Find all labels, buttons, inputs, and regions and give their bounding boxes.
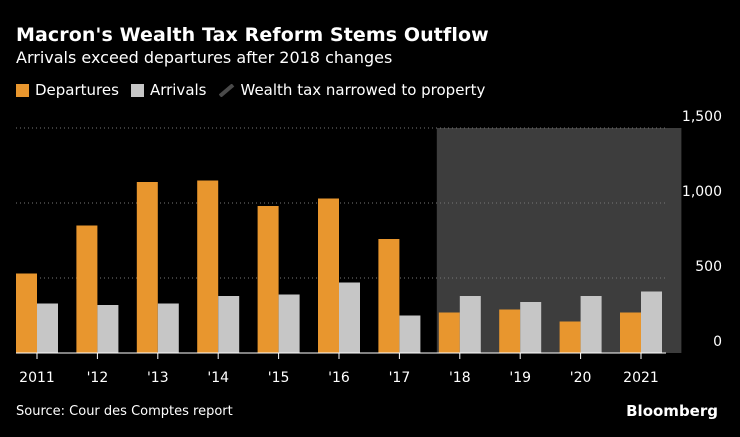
x-tick-label-9: '20 <box>570 370 592 386</box>
bar-arrivals-0 <box>37 303 58 353</box>
legend-swatch-shade <box>218 83 234 97</box>
legend-swatch-arrivals <box>130 83 144 97</box>
legend-swatch-departures <box>16 83 29 97</box>
bar-departures-3 <box>197 180 219 353</box>
bar-departures-10 <box>620 312 641 353</box>
y-tick-label-1000: 1,000 <box>682 184 722 200</box>
bar-arrivals-6 <box>399 315 421 353</box>
x-tick-label-0: 2011 <box>19 370 55 386</box>
x-tick-label-5: '16 <box>328 370 350 386</box>
x-tick-label-3: '14 <box>207 370 229 386</box>
x-tick-label-1: '12 <box>87 370 109 386</box>
x-tick-label-7: '18 <box>449 370 471 386</box>
chart-title: Macron's Wealth Tax Reform Stems Outflow <box>16 24 489 46</box>
y-tick-label-500: 500 <box>695 259 722 275</box>
bar-arrivals-2 <box>157 303 179 353</box>
x-tick-label-8: '19 <box>509 370 531 386</box>
bar-departures-5 <box>318 198 339 353</box>
bar-departures-9 <box>559 321 581 353</box>
legend-label-shade: Wealth tax narrowed to property <box>240 81 486 99</box>
bar-arrivals-9 <box>580 296 602 353</box>
bar-arrivals-1 <box>97 305 119 353</box>
x-tick-label-10: 2021 <box>623 370 659 386</box>
legend-label-departures: Departures <box>35 81 119 99</box>
y-tick-label-0: 0 <box>713 334 722 350</box>
legend: Departures Arrivals Wealth tax narrowed … <box>16 80 497 100</box>
bar-arrivals-5 <box>339 282 360 353</box>
bar-departures-4 <box>257 206 279 353</box>
bar-arrivals-10 <box>641 291 662 353</box>
legend-item-shade: Wealth tax narrowed to property <box>218 81 486 99</box>
bar-departures-6 <box>378 239 400 353</box>
chart-subtitle: Arrivals exceed departures after 2018 ch… <box>16 48 393 67</box>
bar-departures-2 <box>136 182 158 353</box>
legend-item-departures: Departures <box>16 81 119 99</box>
bar-departures-1 <box>76 225 98 353</box>
legend-label-arrivals: Arrivals <box>149 81 207 99</box>
x-tick-label-2: '13 <box>147 370 169 386</box>
bar-arrivals-3 <box>218 296 240 353</box>
bar-departures-7 <box>438 312 460 353</box>
x-tick-label-4: '15 <box>268 370 290 386</box>
bar-arrivals-7 <box>459 296 481 353</box>
bar-departures-0 <box>16 273 37 353</box>
x-tick-label-6: '17 <box>389 370 411 386</box>
legend-item-arrivals: Arrivals <box>130 81 207 99</box>
bar-arrivals-4 <box>278 294 300 353</box>
source-note: Source: Cour des Comptes report <box>16 404 233 419</box>
bar-departures-8 <box>499 309 521 353</box>
bloomberg-logo: Bloomberg <box>626 402 718 420</box>
y-tick-label-1500: 1,500 <box>682 109 722 125</box>
bar-arrivals-8 <box>520 302 542 353</box>
